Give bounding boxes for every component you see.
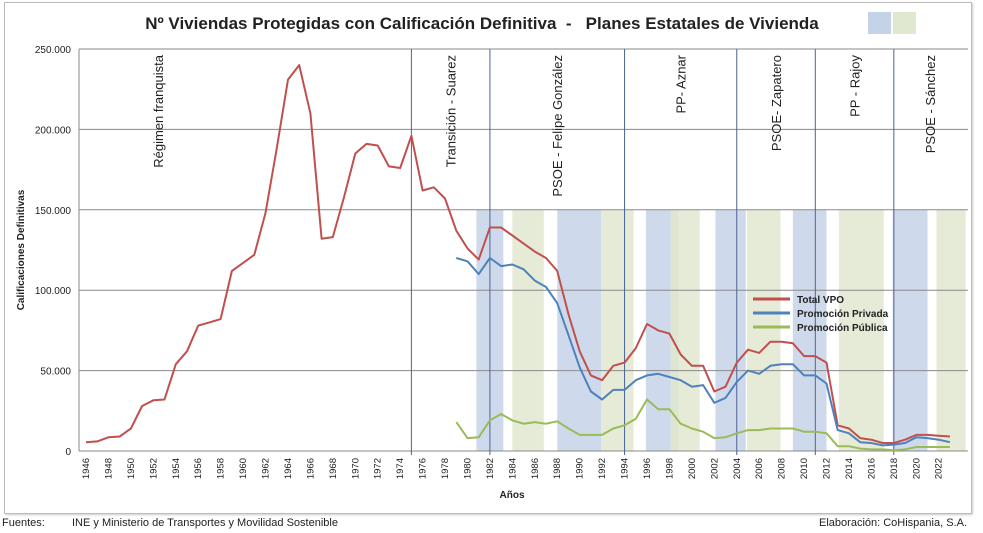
y-tick-label: 150.000 — [35, 206, 72, 217]
x-tick-label: 1954 — [171, 458, 182, 479]
series-line-promoci-n-privada — [456, 257, 951, 447]
x-tick-label: 1962 — [261, 458, 272, 479]
period-label: PP - Rajoy — [848, 55, 863, 117]
x-tick-label: 2020 — [911, 458, 922, 479]
credit: Elaboración: CoHispania, S.A. — [819, 517, 967, 529]
y-tick-label: 0 — [65, 447, 71, 458]
x-tick-label: 1956 — [193, 458, 204, 479]
x-tick-label: 2016 — [866, 458, 877, 479]
y-tick-label: 200.000 — [35, 125, 72, 136]
x-tick-label: 1968 — [328, 458, 339, 479]
x-tick-label: 2008 — [777, 458, 788, 479]
period-label: PSOE - Felipe González — [550, 55, 565, 197]
x-tick-label: 1950 — [126, 458, 137, 479]
x-tick-label: 1982 — [485, 458, 496, 479]
x-tick-label: 2000 — [687, 458, 698, 479]
housing-plan-band — [792, 209, 827, 451]
period-label: PSOE - Sánchez — [923, 55, 938, 153]
x-tick-label: 2010 — [799, 458, 810, 479]
x-tick-label: 1996 — [642, 458, 653, 479]
y-tick-label: 50.000 — [40, 367, 71, 378]
housing-plan-band — [557, 209, 601, 451]
chart-frame — [4, 2, 972, 514]
x-tick-label: 1972 — [373, 458, 384, 479]
series-line-promoci-n-p-blica — [455, 398, 950, 452]
x-tick-label: 1992 — [597, 458, 608, 479]
period-label: PP- Aznar — [674, 54, 689, 113]
legend-label: Promoción Pública — [797, 323, 888, 334]
x-tick-label: 2002 — [709, 458, 720, 479]
sources-label: Fuentes: — [2, 517, 45, 529]
housing-plan-band — [600, 209, 634, 451]
x-tick-label: 1948 — [103, 458, 114, 479]
x-tick-label: 1976 — [418, 458, 429, 479]
y-axis-title: Calificaciones Definitivas — [16, 189, 27, 310]
series-line-total-vpo — [85, 64, 950, 444]
y-tick-label: 250.000 — [35, 45, 72, 56]
x-tick-label: 1986 — [530, 458, 541, 479]
x-tick-label: 1966 — [305, 458, 316, 479]
housing-plan-band — [838, 209, 884, 451]
x-tick-label: 1960 — [238, 458, 249, 479]
x-tick-label: 2006 — [754, 458, 765, 479]
x-tick-label: 1994 — [620, 458, 631, 479]
x-tick-label: 2022 — [934, 458, 945, 479]
title-swatch — [868, 12, 891, 34]
period-label: Transición - Suarez — [444, 55, 459, 167]
x-tick-label: 1964 — [283, 458, 294, 479]
housing-plan-band — [670, 209, 700, 451]
x-tick-label: 1974 — [395, 458, 406, 479]
legend-label: Promoción Privada — [797, 309, 889, 320]
period-label: PSOE- Zapatero — [769, 55, 784, 151]
x-tick-label: 1990 — [575, 458, 586, 479]
x-tick-label: 2014 — [844, 458, 855, 479]
sources-text: INE y Ministerio de Transportes y Movili… — [72, 517, 338, 529]
x-tick-label: 1998 — [664, 458, 675, 479]
x-tick-label: 2012 — [822, 458, 833, 479]
housing-plan-band — [746, 209, 781, 451]
x-tick-label: 1958 — [216, 458, 227, 479]
x-axis-title: Años — [500, 490, 525, 501]
x-tick-label: 1984 — [507, 458, 518, 479]
x-tick-label: 1980 — [462, 458, 473, 479]
x-tick-label: 2018 — [889, 458, 900, 479]
housing-plan-band — [936, 209, 966, 451]
legend-label: Total VPO — [797, 295, 844, 306]
x-tick-label: 1978 — [440, 458, 451, 479]
x-tick-label: 1970 — [350, 458, 361, 479]
x-tick-label: 1988 — [552, 458, 563, 479]
period-label: Régimen franquista — [151, 54, 166, 167]
housing-plan-band — [715, 209, 746, 451]
chart-title: Nº Viviendas Protegidas con Calificación… — [145, 14, 819, 33]
housing-plan-band — [512, 209, 544, 451]
housing-plan-band — [892, 209, 928, 451]
y-tick-label: 100.000 — [35, 286, 72, 297]
x-tick-label: 2004 — [732, 458, 743, 479]
x-tick-label: 1946 — [81, 458, 92, 479]
title-swatch — [893, 12, 916, 34]
x-tick-label: 1952 — [148, 458, 159, 479]
